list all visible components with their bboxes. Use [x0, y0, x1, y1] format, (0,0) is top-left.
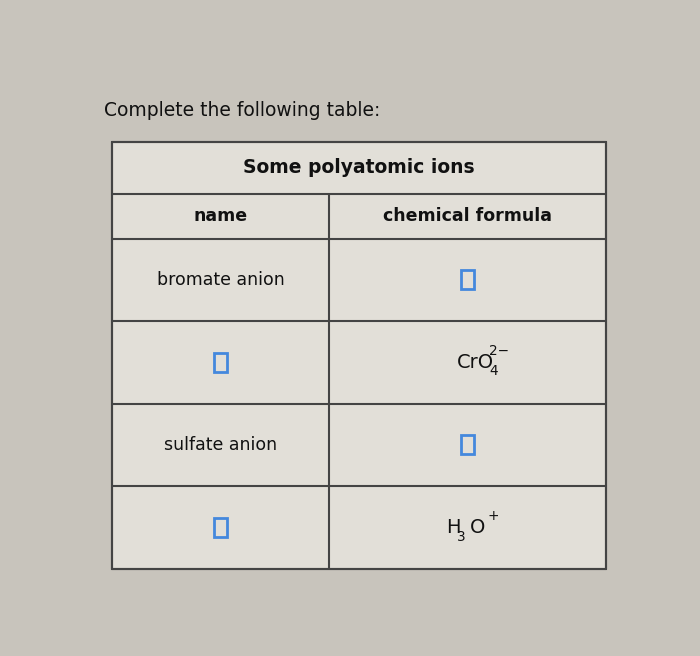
Text: chemical formula: chemical formula	[383, 207, 552, 225]
Bar	[214, 353, 228, 372]
Text: 3: 3	[456, 529, 465, 544]
Bar	[461, 436, 474, 455]
Text: Some polyatomic ions: Some polyatomic ions	[243, 158, 475, 177]
Text: O: O	[470, 518, 485, 537]
Text: +: +	[488, 509, 500, 523]
Text: Complete the following table:: Complete the following table:	[104, 102, 380, 121]
Bar	[461, 270, 474, 289]
Text: CrO: CrO	[456, 353, 494, 372]
Text: 2−: 2−	[489, 344, 509, 358]
Bar	[214, 518, 228, 537]
Text: name: name	[193, 207, 248, 225]
Text: bromate anion: bromate anion	[157, 271, 284, 289]
Text: 4: 4	[489, 365, 498, 379]
Text: sulfate anion: sulfate anion	[164, 436, 277, 454]
Text: H: H	[446, 518, 460, 537]
